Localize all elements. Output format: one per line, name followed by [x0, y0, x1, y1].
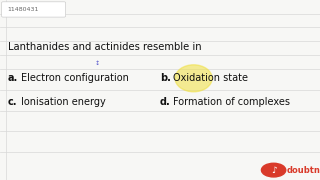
Text: doubtnut: doubtnut	[286, 166, 320, 175]
Text: c.: c.	[8, 97, 18, 107]
Text: ♪: ♪	[271, 166, 276, 175]
Text: Electron configuration: Electron configuration	[21, 73, 129, 83]
Text: Ionisation energy: Ionisation energy	[21, 97, 106, 107]
Text: b.: b.	[160, 73, 171, 83]
Text: Formation of complexes: Formation of complexes	[173, 97, 291, 107]
Text: Oxidation state: Oxidation state	[173, 73, 248, 83]
Text: 11480431: 11480431	[7, 7, 38, 12]
FancyBboxPatch shape	[2, 2, 66, 17]
Circle shape	[261, 163, 286, 177]
Text: d.: d.	[160, 97, 171, 107]
Text: Lanthanides and actinides resemble in: Lanthanides and actinides resemble in	[8, 42, 202, 52]
Text: ↕: ↕	[95, 61, 100, 66]
Text: a.: a.	[8, 73, 18, 83]
Ellipse shape	[175, 65, 212, 92]
